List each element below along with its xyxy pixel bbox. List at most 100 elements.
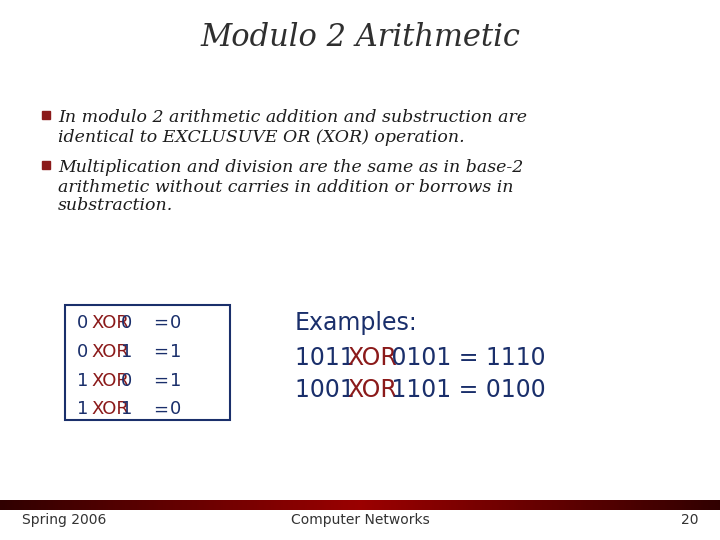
Bar xyxy=(326,500,329,510)
Bar xyxy=(432,500,435,510)
Bar xyxy=(50,500,53,510)
Bar xyxy=(466,500,469,510)
Bar xyxy=(115,500,118,510)
Bar xyxy=(677,500,680,510)
Bar xyxy=(96,500,99,510)
Bar xyxy=(74,500,77,510)
Bar xyxy=(94,500,96,510)
Bar xyxy=(374,500,377,510)
Bar xyxy=(238,500,240,510)
Bar xyxy=(158,500,161,510)
Bar xyxy=(293,500,296,510)
Bar xyxy=(146,500,149,510)
Bar xyxy=(562,500,564,510)
Bar xyxy=(585,500,588,510)
Bar xyxy=(336,500,339,510)
Bar xyxy=(521,500,523,510)
Text: identical to EXCLUSUVE OR (XOR) operation.: identical to EXCLUSUVE OR (XOR) operatio… xyxy=(58,129,464,145)
Bar xyxy=(686,500,689,510)
Bar xyxy=(185,500,188,510)
Bar xyxy=(706,500,708,510)
Bar xyxy=(679,500,682,510)
Bar xyxy=(353,500,356,510)
Bar xyxy=(58,500,60,510)
Bar xyxy=(655,500,658,510)
Bar xyxy=(135,500,138,510)
Bar xyxy=(149,500,152,510)
Text: 0: 0 xyxy=(77,343,89,361)
Bar xyxy=(317,500,320,510)
Bar xyxy=(425,500,428,510)
Bar xyxy=(549,500,552,510)
Bar xyxy=(461,500,464,510)
Bar xyxy=(117,500,120,510)
Bar xyxy=(588,500,591,510)
Bar xyxy=(497,500,500,510)
Text: Spring 2006: Spring 2006 xyxy=(22,513,107,527)
Bar xyxy=(444,500,447,510)
Bar xyxy=(338,500,341,510)
Bar xyxy=(547,500,550,510)
Bar xyxy=(312,500,315,510)
Bar xyxy=(396,500,399,510)
Bar xyxy=(701,500,703,510)
Bar xyxy=(533,500,536,510)
Bar xyxy=(151,500,154,510)
Bar xyxy=(691,500,694,510)
Text: 1: 1 xyxy=(77,400,89,418)
Bar xyxy=(446,500,449,510)
Bar xyxy=(12,500,15,510)
Bar xyxy=(252,500,255,510)
Bar xyxy=(607,500,610,510)
Bar xyxy=(360,500,363,510)
Bar xyxy=(523,500,526,510)
Bar xyxy=(36,500,39,510)
Bar xyxy=(202,500,204,510)
Bar xyxy=(557,500,559,510)
Bar xyxy=(250,500,253,510)
Text: XOR: XOR xyxy=(91,314,129,332)
Bar xyxy=(365,500,368,510)
Bar xyxy=(221,500,224,510)
Bar xyxy=(581,500,584,510)
Bar xyxy=(634,500,636,510)
Bar xyxy=(139,500,142,510)
Bar xyxy=(225,500,228,510)
Bar xyxy=(358,500,361,510)
Bar xyxy=(341,500,343,510)
Text: XOR: XOR xyxy=(91,372,129,389)
Bar xyxy=(5,500,8,510)
Bar xyxy=(367,500,370,510)
Bar xyxy=(675,500,678,510)
Bar xyxy=(535,500,538,510)
Bar xyxy=(650,500,653,510)
Bar xyxy=(617,500,620,510)
Bar xyxy=(302,500,305,510)
Bar xyxy=(175,500,178,510)
Bar xyxy=(142,500,145,510)
Text: =: = xyxy=(153,343,168,361)
Bar xyxy=(315,500,318,510)
Bar xyxy=(81,500,84,510)
Text: arithmetic without carries in addition or borrows in: arithmetic without carries in addition o… xyxy=(58,179,513,195)
Bar xyxy=(646,500,649,510)
Bar xyxy=(113,500,116,510)
Bar xyxy=(427,500,430,510)
Bar xyxy=(351,500,354,510)
Bar xyxy=(389,500,392,510)
Bar xyxy=(583,500,586,510)
Bar xyxy=(120,500,123,510)
Bar xyxy=(14,500,17,510)
Bar xyxy=(41,500,44,510)
Bar xyxy=(192,500,195,510)
Bar xyxy=(578,500,581,510)
Text: 0101 = 1110: 0101 = 1110 xyxy=(384,346,546,370)
Bar xyxy=(610,500,613,510)
Bar xyxy=(108,500,111,510)
Bar xyxy=(38,500,41,510)
Bar xyxy=(290,500,293,510)
Bar xyxy=(243,500,246,510)
Bar xyxy=(475,500,478,510)
Bar xyxy=(22,500,24,510)
Bar xyxy=(103,500,106,510)
